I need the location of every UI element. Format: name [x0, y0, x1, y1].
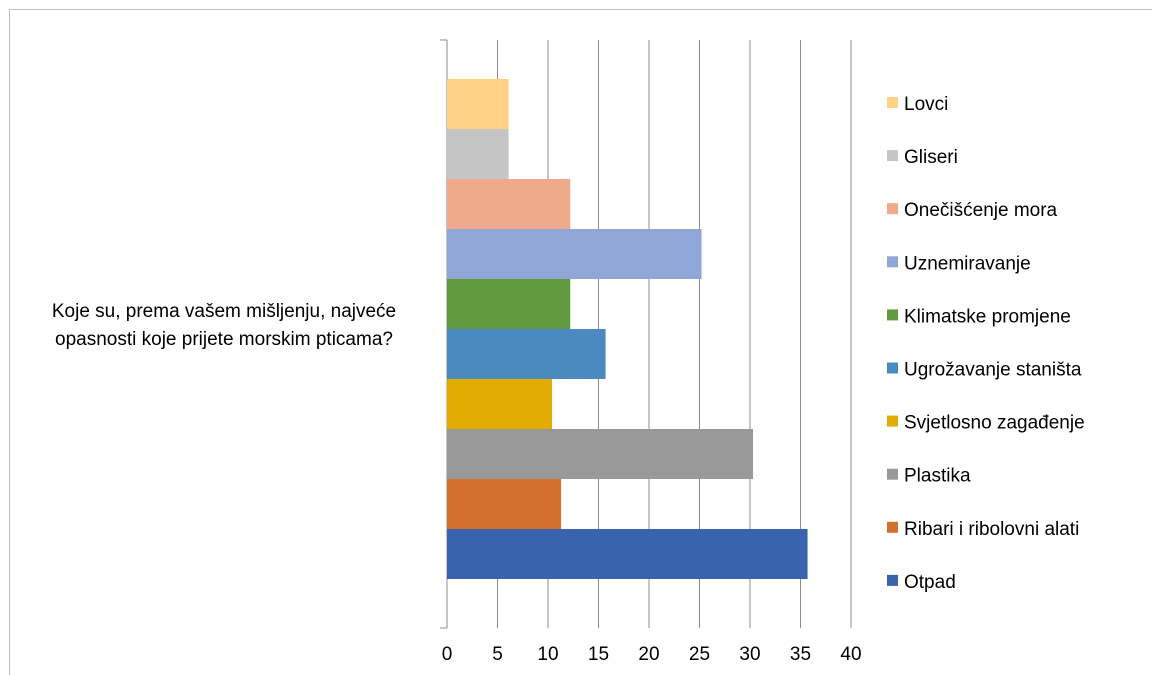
legend-swatch [887, 203, 898, 215]
legend-swatch [887, 256, 898, 268]
category-label-line-1: Koje su, prema vašem mišljenju, najveće [51, 301, 397, 322]
legend-swatch [887, 309, 898, 321]
legend-swatch [887, 415, 898, 427]
x-tick-label: 25 [689, 644, 710, 665]
legend-swatch [887, 97, 898, 108]
x-tick-label: 30 [739, 644, 760, 665]
legend-label: Gliseri [904, 147, 958, 168]
legend-label: Ugrožavanje staništa [904, 360, 1082, 381]
bar-10 [447, 79, 509, 129]
legend-label: Plastika [904, 466, 971, 487]
legend-swatch [887, 150, 898, 162]
bar-2 [447, 479, 562, 529]
bar-1 [447, 529, 808, 579]
legend-swatch [887, 574, 898, 586]
legend-label: Ribari i ribolovni alati [904, 519, 1079, 540]
x-tick-label: 40 [840, 644, 861, 665]
x-tick-label: 20 [638, 644, 659, 665]
legend-swatch [887, 362, 898, 374]
x-tick-label: 10 [537, 644, 558, 665]
legend-label: Uznemiravanje [904, 253, 1031, 274]
legend-label: Svjetlosno zagađenje [904, 413, 1085, 434]
bar-7 [447, 229, 702, 279]
bar-4 [447, 379, 553, 429]
bar-6 [447, 279, 571, 329]
category-label-line-2: opasnosti koje prijete morskim pticama? [55, 329, 393, 350]
chart-frame [9, 9, 1152, 675]
legend-swatch [887, 468, 898, 480]
bar-8 [447, 179, 571, 229]
bar-3 [447, 429, 754, 479]
x-tick-label: 15 [588, 644, 609, 665]
x-tick-label: 0 [442, 644, 453, 665]
bar-5 [447, 329, 606, 379]
legend-label: Otpad [904, 572, 956, 593]
category-label: Koje su, prema vašem mišljenju, najveće … [18, 298, 430, 354]
legend-swatch [887, 521, 898, 533]
legend-label: Lovci [904, 94, 948, 115]
legend-label: Onečišćenje mora [904, 200, 1058, 221]
bar-9 [447, 129, 509, 179]
legend-label: Klimatske promjene [904, 306, 1071, 327]
x-tick-label: 35 [790, 644, 811, 665]
x-tick-label: 5 [492, 644, 503, 665]
